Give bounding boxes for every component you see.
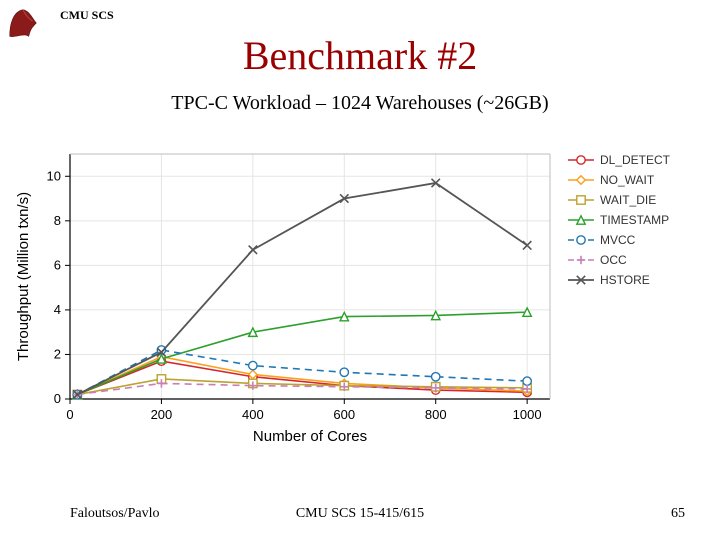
svg-text:WAIT_DIE: WAIT_DIE <box>600 193 656 207</box>
svg-text:MVCC: MVCC <box>600 233 636 247</box>
svg-text:400: 400 <box>242 407 264 422</box>
svg-text:600: 600 <box>333 407 355 422</box>
slide-subtitle: TPC-C Workload – 1024 Warehouses (~26GB) <box>0 92 720 115</box>
svg-text:TIMESTAMP: TIMESTAMP <box>600 213 669 227</box>
svg-text:OCC: OCC <box>600 253 627 267</box>
svg-text:4: 4 <box>54 302 61 317</box>
svg-text:HSTORE: HSTORE <box>600 273 650 287</box>
svg-text:Throughput (Million txn/s): Throughput (Million txn/s) <box>15 192 32 361</box>
svg-text:DL_DETECT: DL_DETECT <box>600 153 671 167</box>
svg-text:10: 10 <box>47 168 61 183</box>
svg-text:0: 0 <box>54 391 61 406</box>
footer-page: 65 <box>671 506 685 522</box>
footer-course: CMU SCS 15-415/615 <box>0 506 720 522</box>
svg-text:2: 2 <box>54 346 61 361</box>
svg-text:Number of Cores: Number of Cores <box>253 428 367 445</box>
throughput-chart: 0 2 4 6 8 10 0 200 400 600 800 1000 Number of Cores T… <box>10 140 710 450</box>
svg-text:200: 200 <box>151 407 173 422</box>
svg-text:6: 6 <box>54 257 61 272</box>
slide-title: Benchmark #2 <box>0 32 720 79</box>
svg-text:0: 0 <box>66 407 73 422</box>
svg-text:800: 800 <box>425 407 447 422</box>
svg-text:NO_WAIT: NO_WAIT <box>600 173 655 187</box>
header-label: CMU SCS <box>60 8 114 23</box>
svg-text:8: 8 <box>54 213 61 228</box>
svg-text:1000: 1000 <box>513 407 542 422</box>
